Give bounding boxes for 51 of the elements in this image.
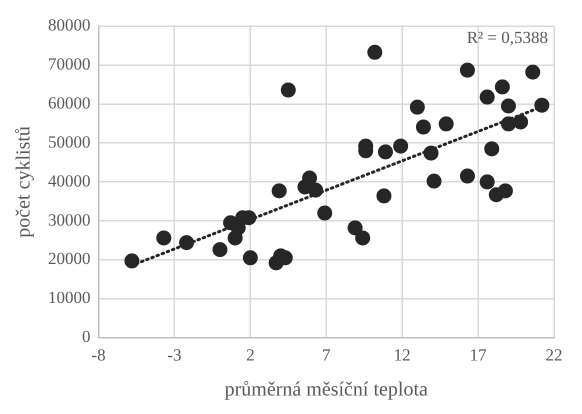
point (494, 79, 510, 94)
point (280, 82, 296, 98)
y-tick-label: 40000 (48, 171, 90, 190)
point (378, 144, 393, 160)
point (410, 100, 425, 115)
y-tick-label: 60000 (48, 94, 90, 113)
point (500, 98, 516, 114)
point (355, 230, 370, 246)
y-tick-label: 0 (82, 327, 90, 346)
x-tick-label: 12 (394, 345, 411, 364)
point (424, 146, 439, 161)
point (480, 174, 495, 190)
point (272, 183, 287, 198)
point (156, 230, 172, 246)
point (367, 44, 382, 60)
y-axis-title: počet cyklistů (12, 126, 34, 238)
x-tick-label: 17 (470, 345, 488, 364)
point (348, 220, 363, 236)
y-tick-label: 30000 (48, 210, 90, 230)
x-axis-title: průměrná měsíční teplota (224, 378, 428, 400)
point (498, 183, 513, 198)
point (308, 182, 324, 198)
y-tick-label: 80000 (48, 16, 90, 35)
x-tick-label: -3 (167, 345, 182, 364)
y-tick-label: 10000 (48, 288, 90, 308)
point (393, 138, 408, 154)
point (416, 120, 431, 135)
x-tick-label: 22 (546, 345, 562, 364)
y-tick-label: 70000 (48, 54, 90, 74)
point (426, 174, 442, 189)
x-tick-label: 7 (322, 345, 331, 364)
point (500, 116, 516, 132)
point (460, 62, 475, 78)
point (513, 114, 528, 130)
point (124, 253, 140, 268)
point (534, 98, 550, 113)
annotation: R² = 0,5388 (466, 28, 548, 48)
point (525, 64, 540, 80)
point (317, 206, 332, 221)
x-tick-label: -8 (91, 345, 106, 364)
point (480, 90, 495, 105)
point (212, 242, 228, 258)
x-tick-label: 2 (246, 345, 255, 364)
y-tick-label: 20000 (48, 249, 90, 268)
point (460, 168, 475, 184)
y-tick-label: 50000 (48, 132, 90, 152)
point (376, 188, 392, 204)
point (484, 141, 500, 156)
point (242, 250, 258, 266)
point (438, 116, 454, 132)
point (179, 235, 194, 250)
